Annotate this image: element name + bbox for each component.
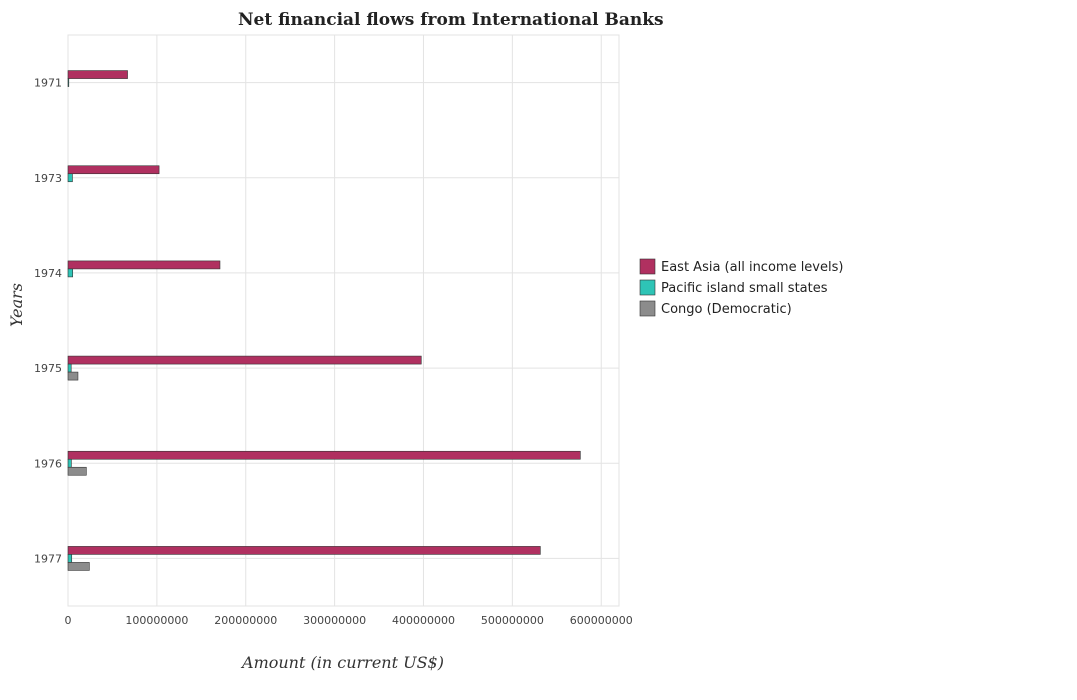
legend-label: East Asia (all income levels) bbox=[661, 260, 843, 275]
bar bbox=[67, 260, 221, 270]
x-tick-label: 0 bbox=[65, 614, 72, 627]
y-tick-label: 1974 bbox=[34, 267, 62, 280]
bar bbox=[67, 562, 90, 571]
bar bbox=[67, 355, 422, 365]
legend-swatch bbox=[639, 258, 656, 275]
chart-title: Net financial flows from International B… bbox=[238, 10, 664, 30]
bar bbox=[67, 458, 72, 468]
x-axis-title: Amount (in current US$) bbox=[240, 653, 444, 672]
y-axis-title: Years bbox=[7, 283, 26, 327]
x-tick-label: 100000000 bbox=[125, 614, 188, 627]
x-tick-label: 500000000 bbox=[481, 614, 544, 627]
plot-frame bbox=[67, 34, 620, 607]
y-tick-label: 1977 bbox=[34, 552, 62, 565]
bar bbox=[67, 466, 87, 476]
bar bbox=[67, 371, 79, 381]
y-tick-label: 1971 bbox=[34, 77, 62, 90]
y-tick-label: 1975 bbox=[34, 362, 62, 375]
bar bbox=[67, 173, 73, 183]
y-tick-label: 1976 bbox=[34, 457, 62, 470]
bar bbox=[67, 450, 581, 460]
legend: East Asia (all income levels) Pacific isl… bbox=[639, 258, 843, 317]
bar bbox=[67, 78, 70, 87]
legend-swatch bbox=[639, 279, 656, 296]
y-tick-label: 1973 bbox=[34, 172, 62, 185]
legend-label: Congo (Democratic) bbox=[661, 302, 792, 317]
bar bbox=[67, 546, 541, 555]
legend-label: Pacific island small states bbox=[661, 281, 828, 296]
plot-area: 0 100000000 200000000 300000000 400000000 500… bbox=[34, 34, 633, 627]
bar bbox=[67, 70, 128, 79]
legend-swatch bbox=[639, 300, 656, 317]
bar bbox=[67, 554, 73, 563]
bar bbox=[67, 268, 74, 278]
x-tick-label: 300000000 bbox=[303, 614, 366, 627]
x-tick-label: 600000000 bbox=[570, 614, 633, 627]
bar bbox=[67, 363, 72, 373]
x-tick-label: 200000000 bbox=[214, 614, 277, 627]
bar bbox=[67, 165, 160, 175]
x-tick-label: 400000000 bbox=[392, 614, 455, 627]
